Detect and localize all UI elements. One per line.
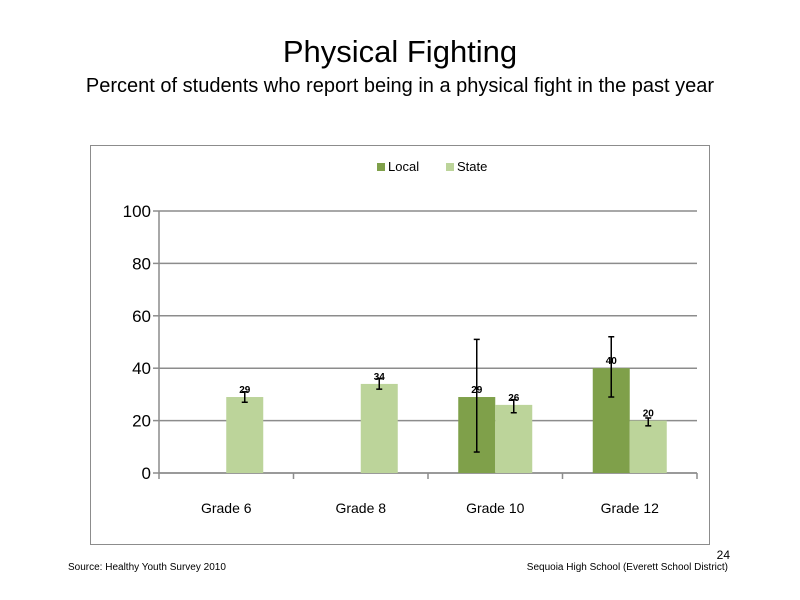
source-note: Source: Healthy Youth Survey 2010 bbox=[68, 562, 226, 573]
y-tick-label: 0 bbox=[142, 464, 151, 483]
legend-label-state: State bbox=[457, 159, 487, 174]
slide-title: Physical Fighting bbox=[282, 34, 518, 69]
bar-state bbox=[360, 383, 398, 473]
data-label: 26 bbox=[508, 393, 520, 404]
legend-label-local: Local bbox=[388, 159, 419, 174]
y-tick-label: 100 bbox=[123, 202, 151, 221]
x-tick-label: Grade 6 bbox=[201, 500, 252, 516]
data-label: 29 bbox=[239, 385, 251, 396]
page-number: 24 bbox=[716, 548, 730, 562]
bar-state bbox=[495, 404, 533, 473]
legend-swatch-local bbox=[377, 163, 385, 171]
legend-swatch-state bbox=[446, 163, 454, 171]
data-label: 29 bbox=[471, 385, 483, 396]
data-label: 34 bbox=[374, 372, 386, 383]
y-tick-label: 80 bbox=[132, 254, 151, 273]
x-tick-label: Grade 10 bbox=[466, 500, 525, 516]
x-tick-label: Grade 8 bbox=[335, 500, 386, 516]
y-tick-label: 60 bbox=[132, 307, 151, 326]
y-tick-label: 40 bbox=[132, 359, 151, 378]
chart-frame: 0 20 40 60 80 100 Grade 6 29 Grade 8 34 Grade 10 29… bbox=[90, 145, 710, 545]
slide-subtitle: Percent of students who report being in … bbox=[85, 75, 715, 97]
bar-state bbox=[226, 397, 264, 473]
school-note: Sequoia High School (Everett School Dist… bbox=[526, 562, 728, 573]
y-tick-label: 20 bbox=[132, 412, 151, 431]
data-label: 20 bbox=[643, 409, 655, 420]
bar-chart: 0 20 40 60 80 100 Grade 6 29 Grade 8 34 Grade 10 29… bbox=[123, 159, 698, 516]
x-tick-label: Grade 12 bbox=[601, 500, 660, 516]
bar-state bbox=[629, 420, 667, 473]
data-label: 40 bbox=[606, 356, 618, 367]
